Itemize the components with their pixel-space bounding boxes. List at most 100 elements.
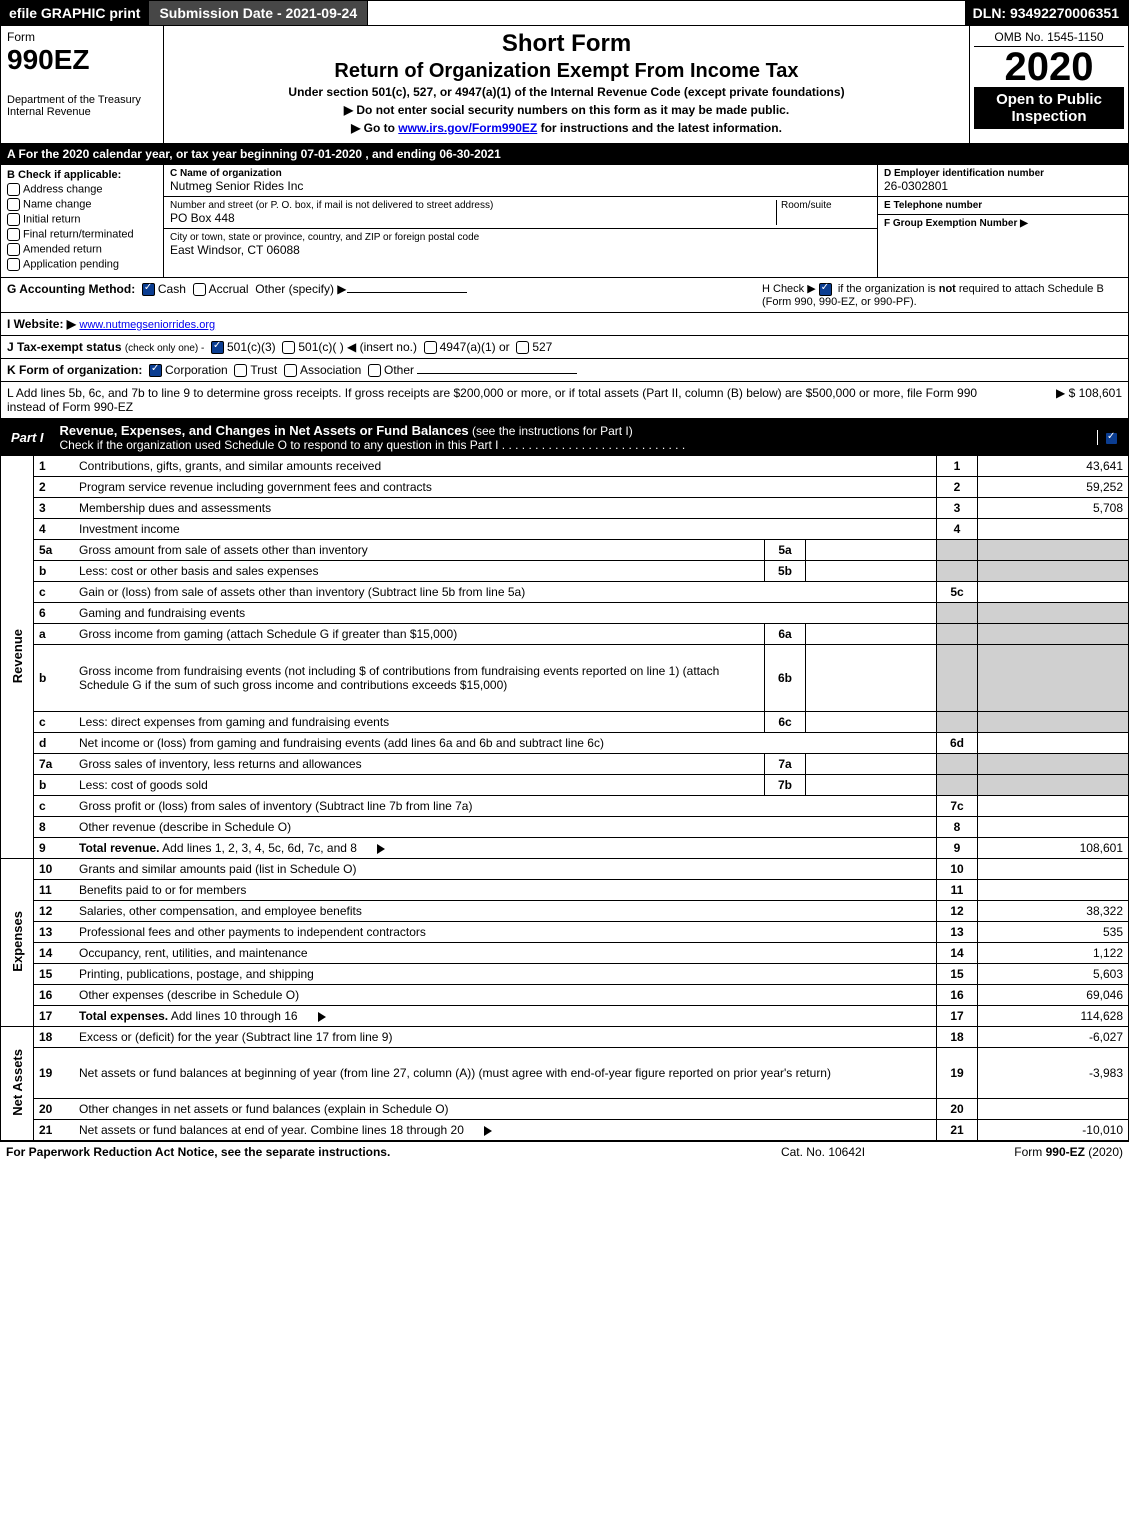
line-desc: Gain or (loss) from sale of assets other…	[74, 582, 937, 603]
line-number: 4	[34, 519, 75, 540]
line-number: 10	[34, 859, 75, 880]
mid-line-number: 6b	[765, 645, 806, 712]
submission-date: Submission Date - 2021-09-24	[149, 1, 368, 25]
table-row: 7aGross sales of inventory, less returns…	[1, 754, 1129, 775]
part-1-label: Part I	[1, 427, 54, 448]
col-c-org-info: C Name of organization Nutmeg Senior Rid…	[164, 165, 877, 277]
amount-shade	[978, 603, 1129, 624]
lbl-trust: Trust	[250, 363, 277, 377]
line-number: 1	[34, 456, 75, 477]
footer-left: For Paperwork Reduction Act Notice, see …	[6, 1145, 723, 1159]
hint2a: ▶ Go to	[351, 121, 398, 135]
right-line-number: 16	[937, 985, 978, 1006]
lbl-527: 527	[532, 340, 552, 354]
line-number: 5a	[34, 540, 75, 561]
chk-trust[interactable]	[234, 364, 247, 377]
part-1-title: Revenue, Expenses, and Changes in Net As…	[54, 420, 1097, 455]
mid-amount[interactable]	[806, 561, 937, 582]
mid-amount[interactable]	[806, 624, 937, 645]
mid-amount[interactable]	[806, 540, 937, 561]
efile-print-label[interactable]: efile GRAPHIC print	[1, 1, 149, 25]
chk-4947[interactable]	[424, 341, 437, 354]
part-1-check-text: Check if the organization used Schedule …	[60, 438, 499, 452]
line-desc: Investment income	[74, 519, 937, 540]
lbl-initial-return: Initial return	[23, 213, 80, 225]
chk-527[interactable]	[516, 341, 529, 354]
identification-block: B Check if applicable: Address change Na…	[0, 165, 1129, 278]
lbl-other-method: Other (specify) ▶	[255, 282, 346, 296]
footer-right-c: (2020)	[1085, 1145, 1123, 1159]
table-row: 2Program service revenue including gover…	[1, 477, 1129, 498]
mid-amount[interactable]	[806, 754, 937, 775]
chk-amended-return[interactable]	[7, 243, 20, 256]
mid-amount[interactable]	[806, 775, 937, 796]
lbl-501c3: 501(c)(3)	[227, 340, 276, 354]
line-number: 14	[34, 943, 75, 964]
h-text-c: required to attach Schedule B	[956, 283, 1104, 295]
line-number: 20	[34, 1099, 75, 1120]
line-desc: Net assets or fund balances at end of ye…	[74, 1120, 937, 1141]
line-desc: Grants and similar amounts paid (list in…	[74, 859, 937, 880]
line-desc: Benefits paid to or for members	[74, 880, 937, 901]
h-not: not	[939, 283, 956, 295]
chk-cash[interactable]	[142, 283, 155, 296]
amount-value	[978, 796, 1129, 817]
chk-final-return[interactable]	[7, 228, 20, 241]
line-number: 8	[34, 817, 75, 838]
expenses-table: Expenses10Grants and similar amounts pai…	[0, 859, 1129, 1027]
form-id-box: Form 990EZ Department of the Treasury In…	[1, 26, 164, 143]
chk-501c3[interactable]	[211, 341, 224, 354]
chk-association[interactable]	[284, 364, 297, 377]
line-desc: Salaries, other compensation, and employ…	[74, 901, 937, 922]
website-link[interactable]: www.nutmegseniorrides.org	[79, 319, 215, 331]
h-text-b: if the organization is	[835, 283, 939, 295]
dept-label: Department of the Treasury	[7, 94, 157, 106]
table-row: 3Membership dues and assessments35,708	[1, 498, 1129, 519]
other-org-line[interactable]	[417, 373, 577, 374]
col-d-ein-tel: D Employer identification number 26-0302…	[877, 165, 1128, 277]
amount-value: -3,983	[978, 1048, 1129, 1099]
mid-amount[interactable]	[806, 712, 937, 733]
other-method-line[interactable]	[347, 292, 467, 293]
lbl-accrual: Accrual	[209, 282, 249, 296]
right-line-number-shade	[937, 603, 978, 624]
amount-value: -10,010	[978, 1120, 1129, 1141]
right-line-number: 8	[937, 817, 978, 838]
chk-other-org[interactable]	[368, 364, 381, 377]
chk-initial-return[interactable]	[7, 213, 20, 226]
right-line-number: 9	[937, 838, 978, 859]
part-1-title-text: Revenue, Expenses, and Changes in Net As…	[60, 423, 469, 438]
table-row: 11Benefits paid to or for members11	[1, 880, 1129, 901]
table-row: cLess: direct expenses from gaming and f…	[1, 712, 1129, 733]
line-desc: Less: cost of goods sold	[74, 775, 765, 796]
line-desc: Program service revenue including govern…	[74, 477, 937, 498]
chk-name-change[interactable]	[7, 198, 20, 211]
chk-501c[interactable]	[282, 341, 295, 354]
line-number: d	[34, 733, 75, 754]
section-side-label: Expenses	[1, 859, 34, 1027]
chk-application-pending[interactable]	[7, 258, 20, 271]
chk-accrual[interactable]	[193, 283, 206, 296]
chk-address-change[interactable]	[7, 183, 20, 196]
table-row: 13Professional fees and other payments t…	[1, 922, 1129, 943]
amount-shade	[978, 712, 1129, 733]
amount-value	[978, 1099, 1129, 1120]
chk-h-not-required[interactable]	[819, 283, 832, 296]
lbl-501c: 501(c)( ) ◀ (insert no.)	[298, 340, 417, 354]
irs-link[interactable]: www.irs.gov/Form990EZ	[398, 121, 537, 135]
line-desc: Other expenses (describe in Schedule O)	[74, 985, 937, 1006]
line-desc: Other changes in net assets or fund bala…	[74, 1099, 937, 1120]
mid-amount[interactable]	[806, 645, 937, 712]
line-number: c	[34, 712, 75, 733]
table-row: 4Investment income4	[1, 519, 1129, 540]
chk-corporation[interactable]	[149, 364, 162, 377]
amount-shade	[978, 561, 1129, 582]
chk-part1-schedule-o[interactable]	[1105, 432, 1118, 445]
line-desc: Occupancy, rent, utilities, and maintena…	[74, 943, 937, 964]
line-desc: Less: cost or other basis and sales expe…	[74, 561, 765, 582]
line-desc: Gross income from gaming (attach Schedul…	[74, 624, 765, 645]
mid-line-number: 5b	[765, 561, 806, 582]
amount-shade	[978, 775, 1129, 796]
right-line-number: 1	[937, 456, 978, 477]
line-desc: Net income or (loss) from gaming and fun…	[74, 733, 937, 754]
